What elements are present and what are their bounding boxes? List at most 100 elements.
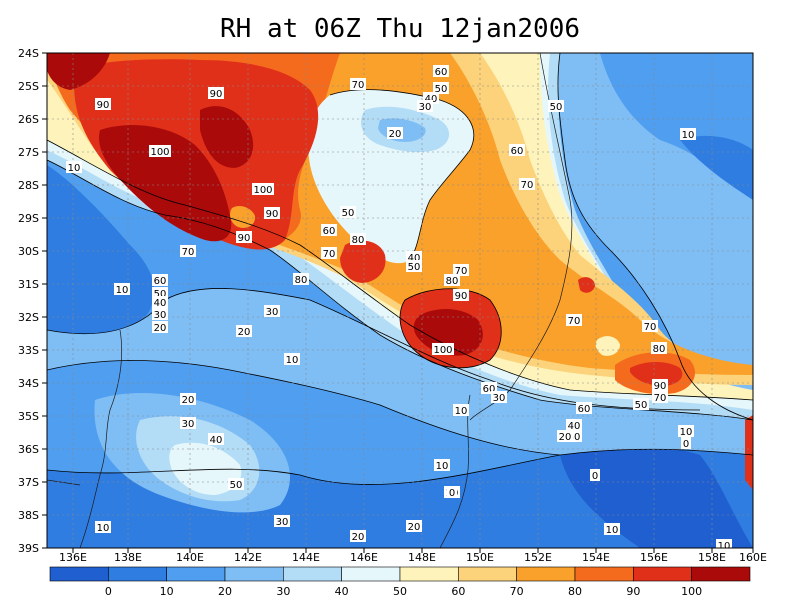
contour-label: 10	[716, 539, 732, 552]
contour-label-bg	[208, 433, 224, 445]
contour-label: 20	[387, 127, 403, 140]
contour-label-text: 10	[436, 461, 449, 472]
contour-label-bg	[491, 391, 507, 403]
contour-label-bg	[433, 65, 449, 77]
colorbar-label: 30	[276, 585, 290, 598]
contour-label-text: 90	[266, 209, 279, 220]
lon-tick-label: 154E	[582, 551, 610, 564]
contour-label: 70	[180, 245, 196, 258]
contour-label-bg	[566, 419, 582, 431]
contour-label-text: 0	[449, 488, 455, 499]
contour-label-text: 30	[182, 419, 195, 430]
colorbar-swatch	[224, 566, 284, 582]
contour-label: 30	[491, 391, 507, 404]
contour-label-bg	[453, 264, 469, 276]
contour-label-text: 100	[253, 185, 272, 196]
colorbar-swatch	[341, 566, 401, 582]
contour-label-bg	[604, 523, 620, 535]
longitude-axis: 136E 138E 140E 142E 144E 146E 148E 150E 152E 154E…	[59, 548, 767, 564]
contour-label-bg	[321, 224, 337, 236]
contour-label: 50	[340, 206, 356, 219]
contour-label-bg	[566, 314, 582, 326]
contour-label-text: 80	[352, 235, 365, 246]
contour-label: 50	[633, 398, 649, 411]
colorbar-swatch	[166, 566, 226, 582]
contour-label-text: 10	[718, 541, 731, 552]
contour-label: 30	[274, 515, 290, 528]
contour-label-text: 40	[408, 253, 421, 264]
contour-label-bg	[180, 245, 196, 257]
colorbar-label: 20	[218, 585, 232, 598]
latitude-axis: 24S 25S 26S 27S 28S 29S 30S 31S 32S 33S 34S 35S 36S 3…	[18, 47, 47, 555]
contour-label-bg	[152, 321, 168, 333]
colorbar-label: 10	[160, 585, 174, 598]
contour-label: 90	[208, 87, 224, 100]
contour-label-text: 40	[154, 298, 167, 309]
contour-label: 90	[453, 289, 469, 302]
contour-label-bg	[228, 478, 244, 490]
lon-tick-label: 144E	[292, 551, 320, 564]
contour-label-text: 70	[352, 80, 365, 91]
contour-label-text: 90	[97, 100, 110, 111]
contour-label: 40	[152, 296, 168, 309]
contour-label-text: 60	[578, 404, 591, 415]
contour-label-text: 10	[455, 406, 468, 417]
contour-label: 100	[149, 145, 171, 158]
contour-label-bg	[548, 100, 564, 112]
contour-label: 10	[284, 353, 300, 366]
contour-label: 30	[264, 305, 280, 318]
contour-label-text: 60	[435, 67, 448, 78]
contour-label: 50	[433, 82, 449, 95]
contour-label-text: 80	[653, 344, 666, 355]
contour-label-bg	[432, 343, 454, 355]
contour-label: 90	[236, 231, 252, 244]
contour-label-text: 10	[680, 427, 693, 438]
contour-label-text: 10	[97, 523, 110, 534]
contour-label-bg	[340, 206, 356, 218]
contour-label-text: 50	[230, 480, 243, 491]
contour-label-bg	[95, 521, 111, 533]
contour-label-text: 60	[511, 146, 524, 157]
contour-label-text: 80	[295, 275, 308, 286]
contour-label-bg	[453, 404, 469, 416]
contour-label-text: 50	[635, 400, 648, 411]
contour-label-text: 10	[116, 285, 129, 296]
lat-tick-label: 36S	[18, 443, 39, 456]
contour-label: 10	[678, 425, 694, 438]
contour-label-bg	[236, 231, 252, 243]
contour-label: 60	[433, 65, 449, 78]
lon-tick-label: 150E	[466, 551, 494, 564]
contour-label: 60	[321, 224, 337, 237]
colorbar-swatch	[283, 566, 342, 582]
contour-label: 50	[406, 260, 422, 273]
contour-label-text: 10	[606, 525, 619, 536]
contour-label-text: 30	[266, 307, 279, 318]
contour-label-text: 60	[323, 226, 336, 237]
lat-tick-label: 30S	[18, 245, 39, 258]
contour-label: 10	[434, 459, 450, 472]
lon-tick-label: 152E	[524, 551, 552, 564]
contour-label: 0	[590, 469, 600, 482]
lon-tick-label: 146E	[350, 551, 378, 564]
contour-label-text: 30	[154, 310, 167, 321]
contour-label-text: 20	[408, 522, 421, 533]
contour-label: 40	[208, 433, 224, 446]
contour-label: 80	[350, 233, 366, 246]
contour-label-text: 100	[433, 345, 452, 356]
rh-field: 9090100101009090706050403020102030102030…	[47, 53, 753, 552]
contour-label: 0	[681, 437, 691, 450]
colorbar-swatch	[399, 566, 459, 582]
contour-label-bg	[678, 425, 694, 437]
contour-label-bg	[681, 437, 691, 449]
contour-label: 70	[652, 391, 668, 404]
contour-label: 10	[680, 128, 696, 141]
contour-label-bg	[350, 78, 366, 90]
lat-tick-label: 27S	[18, 146, 39, 159]
contour-label: 0	[447, 486, 457, 499]
contour-label-text: 60	[154, 276, 167, 287]
contour-label-text: 70	[182, 247, 195, 258]
colorbar-swatch	[49, 566, 109, 582]
contour-label-bg	[264, 305, 280, 317]
contour-label-text: 90	[654, 381, 667, 392]
contour-label-bg	[434, 459, 450, 471]
